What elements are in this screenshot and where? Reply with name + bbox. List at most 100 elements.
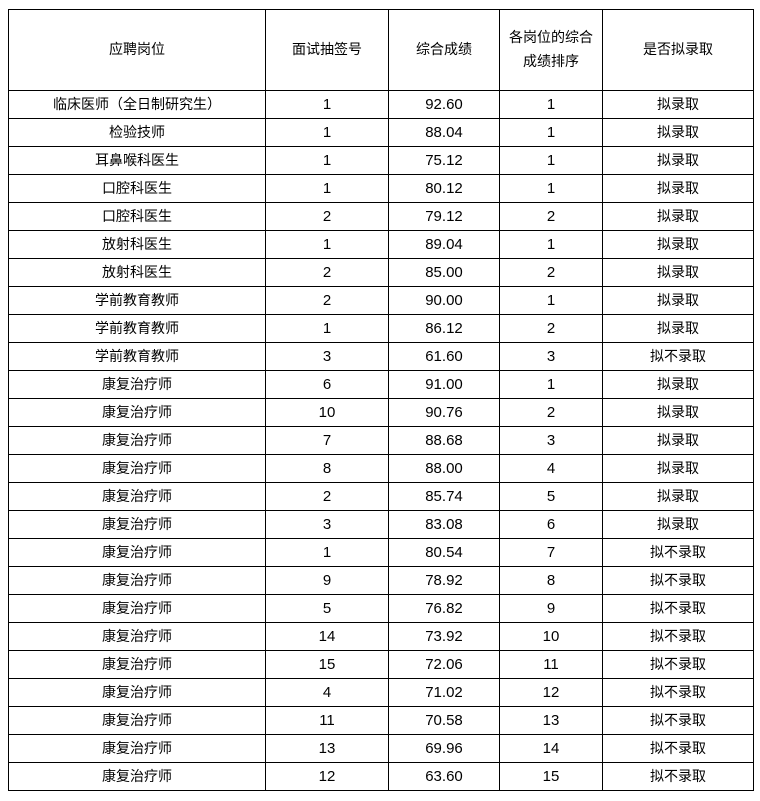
- cell-admission: 拟录取: [602, 398, 754, 427]
- cell-total-score: 90.00: [388, 286, 500, 315]
- cell-total-score: 80.12: [388, 174, 500, 203]
- cell-position: 康复治疗师: [8, 762, 266, 791]
- cell-rank: 1: [499, 174, 603, 203]
- table-row: 康复治疗师 5 76.82 9 拟不录取: [8, 594, 754, 623]
- cell-draw-number: 1: [265, 118, 389, 147]
- table-row: 康复治疗师 8 88.00 4 拟录取: [8, 454, 754, 483]
- cell-admission: 拟录取: [602, 370, 754, 399]
- table-row: 检验技师 1 88.04 1 拟录取: [8, 118, 754, 147]
- cell-draw-number: 8: [265, 454, 389, 483]
- header-position: 应聘岗位: [8, 9, 266, 91]
- cell-total-score: 70.58: [388, 706, 500, 735]
- cell-draw-number: 6: [265, 370, 389, 399]
- cell-admission: 拟不录取: [602, 762, 754, 791]
- table-row: 康复治疗师 7 88.68 3 拟录取: [8, 426, 754, 455]
- cell-total-score: 83.08: [388, 510, 500, 539]
- cell-admission: 拟不录取: [602, 706, 754, 735]
- cell-position: 康复治疗师: [8, 622, 266, 651]
- cell-draw-number: 13: [265, 734, 389, 763]
- cell-position: 临床医师（全日制研究生）: [8, 90, 266, 119]
- cell-draw-number: 1: [265, 146, 389, 175]
- cell-rank: 2: [499, 258, 603, 287]
- cell-position: 康复治疗师: [8, 566, 266, 595]
- cell-total-score: 78.92: [388, 566, 500, 595]
- cell-admission: 拟不录取: [602, 566, 754, 595]
- header-rank: 各岗位的综合成绩排序: [499, 9, 603, 91]
- table-row: 康复治疗师 3 83.08 6 拟录取: [8, 510, 754, 539]
- table-row: 耳鼻喉科医生 1 75.12 1 拟录取: [8, 146, 754, 175]
- cell-position: 康复治疗师: [8, 482, 266, 511]
- cell-total-score: 73.92: [388, 622, 500, 651]
- cell-rank: 2: [499, 314, 603, 343]
- cell-position: 康复治疗师: [8, 454, 266, 483]
- cell-position: 康复治疗师: [8, 706, 266, 735]
- cell-rank: 13: [499, 706, 603, 735]
- cell-draw-number: 1: [265, 538, 389, 567]
- cell-rank: 3: [499, 342, 603, 371]
- cell-position: 放射科医生: [8, 258, 266, 287]
- cell-position: 学前教育教师: [8, 314, 266, 343]
- table-row: 学前教育教师 2 90.00 1 拟录取: [8, 286, 754, 315]
- cell-rank: 11: [499, 650, 603, 679]
- cell-position: 检验技师: [8, 118, 266, 147]
- cell-total-score: 80.54: [388, 538, 500, 567]
- cell-position: 学前教育教师: [8, 286, 266, 315]
- table-row: 康复治疗师 6 91.00 1 拟录取: [8, 370, 754, 399]
- cell-admission: 拟不录取: [602, 650, 754, 679]
- cell-admission: 拟录取: [602, 202, 754, 231]
- cell-position: 耳鼻喉科医生: [8, 146, 266, 175]
- cell-draw-number: 1: [265, 314, 389, 343]
- cell-rank: 5: [499, 482, 603, 511]
- cell-draw-number: 3: [265, 510, 389, 539]
- cell-rank: 4: [499, 454, 603, 483]
- cell-total-score: 69.96: [388, 734, 500, 763]
- cell-rank: 15: [499, 762, 603, 791]
- cell-total-score: 86.12: [388, 314, 500, 343]
- cell-rank: 2: [499, 202, 603, 231]
- results-table: 应聘岗位 面试抽签号 综合成绩 各岗位的综合成绩排序 是否拟录取 临床医师（全日…: [8, 9, 754, 791]
- table-row: 康复治疗师 12 63.60 15 拟不录取: [8, 762, 754, 791]
- table-row: 康复治疗师 15 72.06 11 拟不录取: [8, 650, 754, 679]
- cell-rank: 9: [499, 594, 603, 623]
- cell-draw-number: 2: [265, 202, 389, 231]
- cell-admission: 拟不录取: [602, 678, 754, 707]
- cell-admission: 拟录取: [602, 146, 754, 175]
- cell-rank: 8: [499, 566, 603, 595]
- cell-rank: 3: [499, 426, 603, 455]
- cell-position: 康复治疗师: [8, 594, 266, 623]
- cell-draw-number: 3: [265, 342, 389, 371]
- cell-admission: 拟录取: [602, 454, 754, 483]
- table-row: 康复治疗师 11 70.58 13 拟不录取: [8, 706, 754, 735]
- cell-total-score: 88.00: [388, 454, 500, 483]
- cell-total-score: 79.12: [388, 202, 500, 231]
- cell-position: 学前教育教师: [8, 342, 266, 371]
- cell-total-score: 92.60: [388, 90, 500, 119]
- cell-position: 康复治疗师: [8, 734, 266, 763]
- cell-total-score: 61.60: [388, 342, 500, 371]
- cell-total-score: 91.00: [388, 370, 500, 399]
- cell-draw-number: 2: [265, 482, 389, 511]
- cell-admission: 拟录取: [602, 426, 754, 455]
- cell-rank: 1: [499, 286, 603, 315]
- cell-admission: 拟录取: [602, 510, 754, 539]
- table-body: 临床医师（全日制研究生） 1 92.60 1 拟录取 检验技师 1 88.04 1 拟录取 耳鼻喉科…: [8, 90, 754, 791]
- cell-rank: 1: [499, 118, 603, 147]
- cell-admission: 拟不录取: [602, 734, 754, 763]
- table-row: 放射科医生 1 89.04 1 拟录取: [8, 230, 754, 259]
- table-row: 口腔科医生 2 79.12 2 拟录取: [8, 202, 754, 231]
- cell-draw-number: 1: [265, 174, 389, 203]
- cell-admission: 拟录取: [602, 90, 754, 119]
- cell-admission: 拟录取: [602, 118, 754, 147]
- cell-rank: 1: [499, 146, 603, 175]
- cell-draw-number: 1: [265, 90, 389, 119]
- table-row: 康复治疗师 4 71.02 12 拟不录取: [8, 678, 754, 707]
- cell-position: 康复治疗师: [8, 538, 266, 567]
- cell-total-score: 89.04: [388, 230, 500, 259]
- cell-position: 康复治疗师: [8, 426, 266, 455]
- cell-admission: 拟录取: [602, 286, 754, 315]
- cell-rank: 7: [499, 538, 603, 567]
- header-total-score: 综合成绩: [388, 9, 500, 91]
- table-row: 临床医师（全日制研究生） 1 92.60 1 拟录取: [8, 90, 754, 119]
- cell-draw-number: 11: [265, 706, 389, 735]
- cell-position: 口腔科医生: [8, 202, 266, 231]
